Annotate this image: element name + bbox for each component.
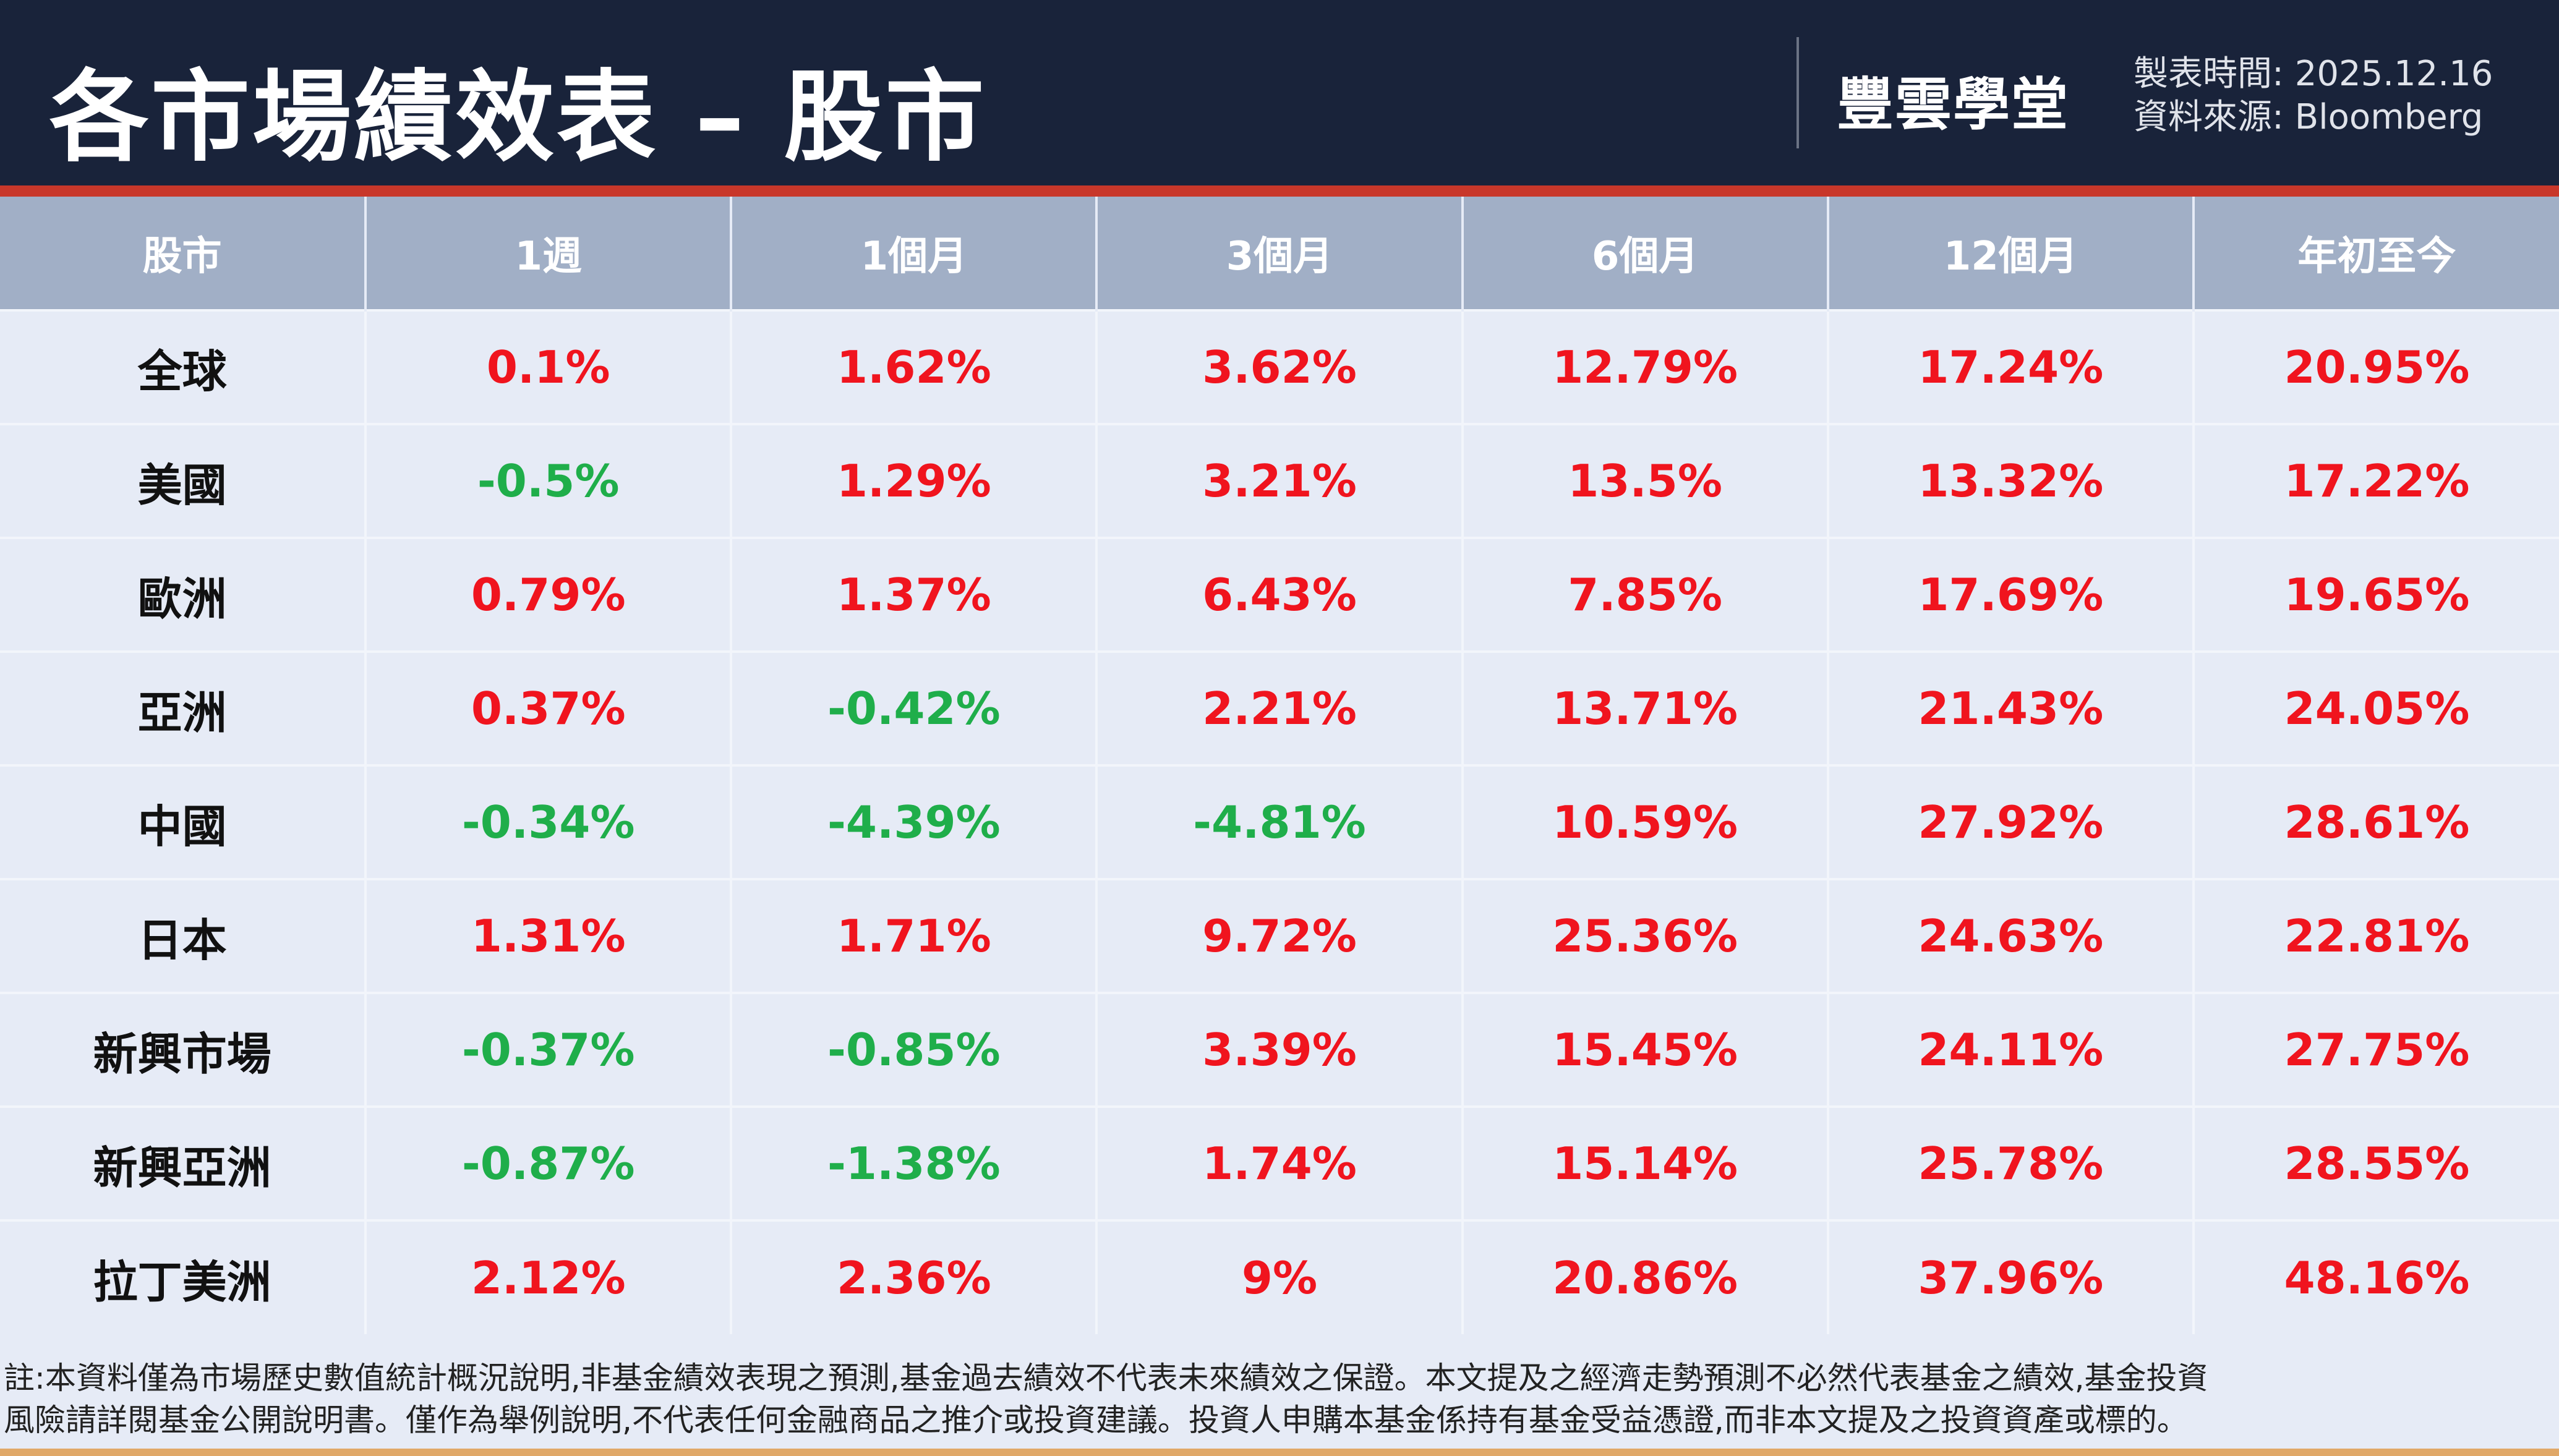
column-header: 年初至今	[2192, 197, 2559, 310]
market-name: 日本	[0, 878, 366, 993]
return-cell: 13.32%	[1826, 423, 2194, 538]
table-row: 日本 1.31% 1.71% 9.72% 25.36% 24.63% 22.81%	[0, 878, 2559, 993]
data-source: Bloomberg	[2294, 97, 2484, 137]
return-cell: 24.11%	[1826, 992, 2194, 1107]
return-cell: 17.24%	[1826, 309, 2194, 424]
table-row: 美國 -0.5% 1.29% 3.21% 13.5% 13.32% 17.22%	[0, 423, 2559, 538]
return-cell: 24.05%	[2192, 650, 2559, 765]
report-meta: 製表時間: 2025.12.16 資料來源: Bloomberg	[2134, 53, 2493, 139]
table-row: 全球 0.1% 1.62% 3.62% 12.79% 17.24% 20.95%	[0, 309, 2559, 424]
column-header: 1週	[364, 197, 732, 310]
return-cell: 9%	[1095, 1219, 1463, 1334]
return-cell: 9.72%	[1095, 878, 1463, 993]
page-title: 各市場績效表 – 股市	[49, 59, 987, 175]
disclaimer-line: 風險請詳閱基金公開說明書。僅作為舉例說明,不代表任何金融商品之推介或投資建議。投…	[4, 1402, 2188, 1438]
table-row: 亞洲 0.37% -0.42% 2.21% 13.71% 21.43% 24.05%	[0, 650, 2559, 765]
return-cell: 15.14%	[1461, 1105, 1828, 1220]
return-cell: 3.21%	[1095, 423, 1463, 538]
return-cell: 28.61%	[2192, 764, 2559, 879]
return-cell: 17.69%	[1826, 537, 2194, 652]
return-cell: 48.16%	[2192, 1219, 2559, 1334]
market-name: 新興市場	[0, 992, 366, 1107]
return-cell: 24.63%	[1826, 878, 2194, 993]
return-cell: 1.29%	[730, 423, 1097, 538]
return-cell: 27.92%	[1826, 764, 2194, 879]
column-header: 股市	[0, 197, 366, 310]
return-cell: 2.12%	[364, 1219, 732, 1334]
return-cell: 3.39%	[1095, 992, 1463, 1107]
performance-table: 股市 1週 1個月 3個月 6個月 12個月 年初至今 全球 0.1% 1.62% 3.62% 12…	[0, 197, 2559, 1334]
return-cell: -0.42%	[730, 650, 1097, 765]
return-cell: 13.5%	[1461, 423, 1828, 538]
return-cell: 22.81%	[2192, 878, 2559, 993]
accent-bar	[0, 185, 2559, 197]
return-cell: 1.62%	[730, 309, 1097, 424]
return-cell: 27.75%	[2192, 992, 2559, 1107]
return-cell: 7.85%	[1461, 537, 1828, 652]
return-cell: 2.21%	[1095, 650, 1463, 765]
disclaimer-line: 註:本資料僅為市場歷史數值統計概況說明,非基金績效表現之預測,基金過去績效不代表…	[4, 1360, 2208, 1396]
table-row: 中國 -0.34% -4.39% -4.81% 10.59% 27.92% 28.61%	[0, 764, 2559, 879]
market-name: 歐洲	[0, 537, 366, 652]
table-row: 拉丁美洲 2.12% 2.36% 9% 20.86% 37.96% 48.16%	[0, 1219, 2559, 1334]
return-cell: 1.31%	[364, 878, 732, 993]
return-cell: -0.37%	[364, 992, 732, 1107]
column-header: 12個月	[1826, 197, 2194, 310]
market-name: 亞洲	[0, 650, 366, 765]
column-header: 3個月	[1095, 197, 1463, 310]
return-cell: 21.43%	[1826, 650, 2194, 765]
table-row: 歐洲 0.79% 1.37% 6.43% 7.85% 17.69% 19.65%	[0, 537, 2559, 652]
return-cell: -1.38%	[730, 1105, 1097, 1220]
return-cell: -0.87%	[364, 1105, 732, 1220]
table-row: 新興亞洲 -0.87% -1.38% 1.74% 15.14% 25.78% 28.55%	[0, 1105, 2559, 1220]
return-cell: -0.85%	[730, 992, 1097, 1107]
return-cell: 0.79%	[364, 537, 732, 652]
return-cell: 25.78%	[1826, 1105, 2194, 1220]
market-name: 美國	[0, 423, 366, 538]
return-cell: 1.37%	[730, 537, 1097, 652]
return-cell: 1.71%	[730, 878, 1097, 993]
return-cell: 25.36%	[1461, 878, 1828, 993]
header-banner: 各市場績效表 – 股市 豐雲學堂 製表時間: 2025.12.16 資料來源: …	[0, 0, 2559, 185]
table-row: 新興市場 -0.37% -0.85% 3.39% 15.45% 24.11% 27.75%	[0, 992, 2559, 1107]
return-cell: 0.37%	[364, 650, 732, 765]
return-cell: 10.59%	[1461, 764, 1828, 879]
return-cell: -0.34%	[364, 764, 732, 879]
return-cell: 0.1%	[364, 309, 732, 424]
column-header: 6個月	[1461, 197, 1828, 310]
brand-logo: 豐雲學堂	[1837, 72, 2070, 138]
return-cell: 17.22%	[2192, 423, 2559, 538]
date-label: 製表時間:	[2134, 54, 2284, 94]
return-cell: 12.79%	[1461, 309, 1828, 424]
return-cell: -0.5%	[364, 423, 732, 538]
return-cell: 28.55%	[2192, 1105, 2559, 1220]
market-name: 新興亞洲	[0, 1105, 366, 1220]
return-cell: 13.71%	[1461, 650, 1828, 765]
market-name: 全球	[0, 309, 366, 424]
disclaimer: 註:本資料僅為市場歷史數值統計概況說明,非基金績效表現之預測,基金過去績效不代表…	[4, 1357, 2558, 1441]
bottom-accent-bar	[0, 1449, 2559, 1456]
return-cell: 37.96%	[1826, 1219, 2194, 1334]
market-name: 中國	[0, 764, 366, 879]
return-cell: 3.62%	[1095, 309, 1463, 424]
source-label: 資料來源:	[2134, 97, 2284, 137]
market-name: 拉丁美洲	[0, 1219, 366, 1334]
return-cell: 20.95%	[2192, 309, 2559, 424]
header-divider	[1796, 37, 1799, 148]
return-cell: -4.39%	[730, 764, 1097, 879]
return-cell: 19.65%	[2192, 537, 2559, 652]
return-cell: 1.74%	[1095, 1105, 1463, 1220]
column-header: 1個月	[730, 197, 1097, 310]
report-date: 2025.12.16	[2294, 54, 2493, 94]
table-header-row: 股市 1週 1個月 3個月 6個月 12個月 年初至今	[0, 197, 2559, 310]
return-cell: 20.86%	[1461, 1219, 1828, 1334]
return-cell: 6.43%	[1095, 537, 1463, 652]
return-cell: -4.81%	[1095, 764, 1463, 879]
return-cell: 2.36%	[730, 1219, 1097, 1334]
return-cell: 15.45%	[1461, 992, 1828, 1107]
